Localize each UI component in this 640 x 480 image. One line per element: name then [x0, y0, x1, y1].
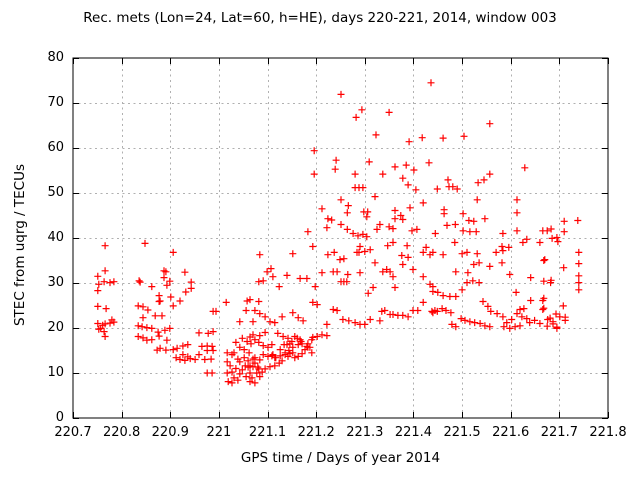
y-tick-label: 50: [47, 185, 64, 200]
x-tick-label: 221.1: [248, 425, 287, 440]
y-tick-label: 80: [47, 50, 64, 65]
x-axis-label: GPS time / Days of year 2014: [240, 450, 441, 466]
y-tick-label: 30: [47, 275, 64, 290]
y-tick-label: 20: [47, 320, 64, 335]
plot-frame: [72, 57, 609, 419]
axis-ticks: [73, 58, 609, 419]
grid-lines: [73, 58, 608, 418]
x-tick-label: 221.2: [297, 425, 335, 440]
x-tick-label: 221.3: [346, 425, 384, 440]
x-tick-label: 221: [206, 425, 232, 440]
y-tick-label: 70: [47, 95, 64, 110]
y-tick-label: 40: [47, 230, 64, 245]
y-tick-label: 10: [47, 365, 64, 380]
y-tick-label: 60: [47, 140, 64, 155]
chart-title: Rec. mets (Lon=24, Lat=60, h=HE), days 2…: [83, 10, 557, 26]
x-tick-label: 221.8: [589, 425, 627, 440]
x-tick-label: 220.9: [151, 425, 189, 440]
x-tick-label: 221.6: [492, 425, 530, 440]
data-points-stec: [94, 79, 583, 387]
x-tick-label: 220.7: [54, 425, 92, 440]
y-tick-label: 0: [55, 410, 64, 425]
x-tick-label: 221.5: [443, 425, 481, 440]
x-tick-label: 221.7: [540, 425, 578, 440]
x-tick-label: 220.8: [103, 425, 141, 440]
x-tick-label: 221.4: [394, 425, 433, 440]
